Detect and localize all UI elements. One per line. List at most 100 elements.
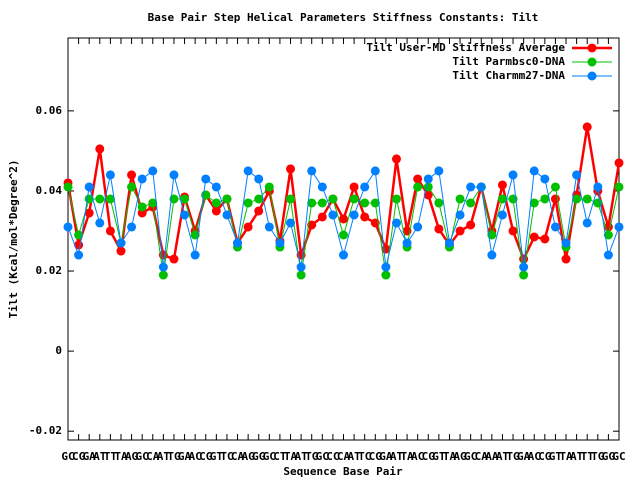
point bbox=[497, 210, 507, 220]
x-tick-label: AG bbox=[242, 450, 256, 463]
point bbox=[434, 224, 444, 234]
point bbox=[339, 230, 348, 240]
x-tick-label: GC bbox=[136, 450, 149, 463]
point bbox=[243, 222, 253, 232]
point bbox=[307, 166, 317, 176]
point bbox=[180, 210, 190, 220]
point bbox=[254, 194, 264, 204]
point bbox=[593, 182, 603, 192]
x-tick-label: CA bbox=[337, 450, 351, 463]
x-tick-label: GT bbox=[432, 450, 446, 463]
x-tick-label: GT bbox=[210, 450, 224, 463]
point bbox=[413, 174, 423, 184]
point bbox=[286, 218, 296, 228]
point bbox=[317, 198, 327, 208]
point bbox=[201, 174, 211, 184]
x-tick-label: GC bbox=[464, 450, 477, 463]
point bbox=[95, 218, 105, 228]
point bbox=[233, 238, 243, 248]
x-tick-label: TT bbox=[104, 450, 118, 463]
point bbox=[127, 182, 137, 192]
point bbox=[95, 144, 105, 154]
point bbox=[466, 220, 476, 230]
x-tick-label: CA bbox=[475, 450, 489, 463]
point bbox=[582, 218, 592, 228]
point bbox=[95, 194, 105, 204]
point bbox=[434, 166, 444, 176]
point bbox=[105, 170, 115, 180]
point bbox=[296, 262, 306, 272]
legend-marker bbox=[587, 57, 597, 67]
x-tick-label: TG bbox=[591, 450, 605, 463]
point bbox=[455, 194, 465, 204]
x-tick-label: AT bbox=[294, 450, 308, 463]
point bbox=[434, 198, 444, 208]
point bbox=[116, 238, 126, 248]
point bbox=[550, 222, 560, 232]
point bbox=[508, 170, 518, 180]
point bbox=[413, 222, 423, 232]
point bbox=[455, 210, 465, 220]
point bbox=[148, 166, 158, 176]
x-tick-label: GC bbox=[316, 450, 329, 463]
x-tick-label: TA bbox=[443, 450, 457, 463]
point bbox=[137, 174, 147, 184]
x-tick-label: GC bbox=[263, 450, 276, 463]
chart-title: Base Pair Step Helical Parameters Stiffn… bbox=[148, 11, 539, 24]
x-tick-label: GA bbox=[83, 450, 97, 463]
point bbox=[391, 154, 401, 164]
point bbox=[286, 164, 296, 174]
x-axis-label: Sequence Base Pair bbox=[283, 465, 403, 478]
point bbox=[254, 174, 264, 184]
point bbox=[540, 174, 550, 184]
x-tick-label: CA bbox=[146, 450, 160, 463]
x-tick-label: TA bbox=[284, 450, 298, 463]
point bbox=[423, 182, 433, 192]
point bbox=[339, 214, 348, 224]
point bbox=[603, 230, 613, 240]
point bbox=[148, 198, 158, 208]
point bbox=[508, 226, 518, 236]
y-axis-label: Tilt (Kcal/mol*Degree^2) bbox=[7, 160, 20, 319]
x-tick-label: TG bbox=[506, 450, 520, 463]
x-tick-label: TT bbox=[581, 450, 595, 463]
x-tick-label: AA bbox=[485, 450, 499, 463]
x-tick-label: AG bbox=[453, 450, 467, 463]
point bbox=[614, 182, 624, 192]
point bbox=[487, 230, 497, 240]
point bbox=[211, 182, 221, 192]
point bbox=[84, 208, 94, 218]
x-tick-label: AC bbox=[189, 450, 202, 463]
x-tick-label: TA bbox=[114, 450, 128, 463]
point bbox=[190, 250, 200, 260]
point bbox=[286, 194, 296, 204]
point bbox=[74, 240, 84, 250]
point bbox=[476, 182, 486, 192]
x-tick-label: GT bbox=[549, 450, 563, 463]
x-tick-label: CG bbox=[369, 450, 383, 463]
point bbox=[413, 182, 423, 192]
x-tick-label: GA bbox=[178, 450, 192, 463]
y-tick-label: 0.04 bbox=[36, 184, 63, 197]
point bbox=[275, 238, 285, 248]
x-tick-label: AT bbox=[390, 450, 404, 463]
point bbox=[63, 222, 73, 232]
x-tick-label: GG bbox=[602, 450, 616, 463]
point bbox=[84, 182, 94, 192]
point bbox=[519, 270, 529, 280]
x-tick-label: CG bbox=[538, 450, 552, 463]
point bbox=[582, 122, 592, 132]
x-tick-label: TC bbox=[220, 450, 233, 463]
point bbox=[222, 210, 232, 220]
point bbox=[74, 250, 84, 260]
point bbox=[328, 194, 338, 204]
point bbox=[603, 250, 613, 260]
legend-label: Tilt User-MD Stiffness Average bbox=[366, 41, 565, 54]
x-tick-label: CG bbox=[199, 450, 213, 463]
point bbox=[158, 270, 168, 280]
legend-label: Tilt Parmbsc0-DNA bbox=[452, 55, 565, 68]
x-tick-label: AC bbox=[411, 450, 424, 463]
point bbox=[529, 198, 539, 208]
point bbox=[391, 218, 401, 228]
